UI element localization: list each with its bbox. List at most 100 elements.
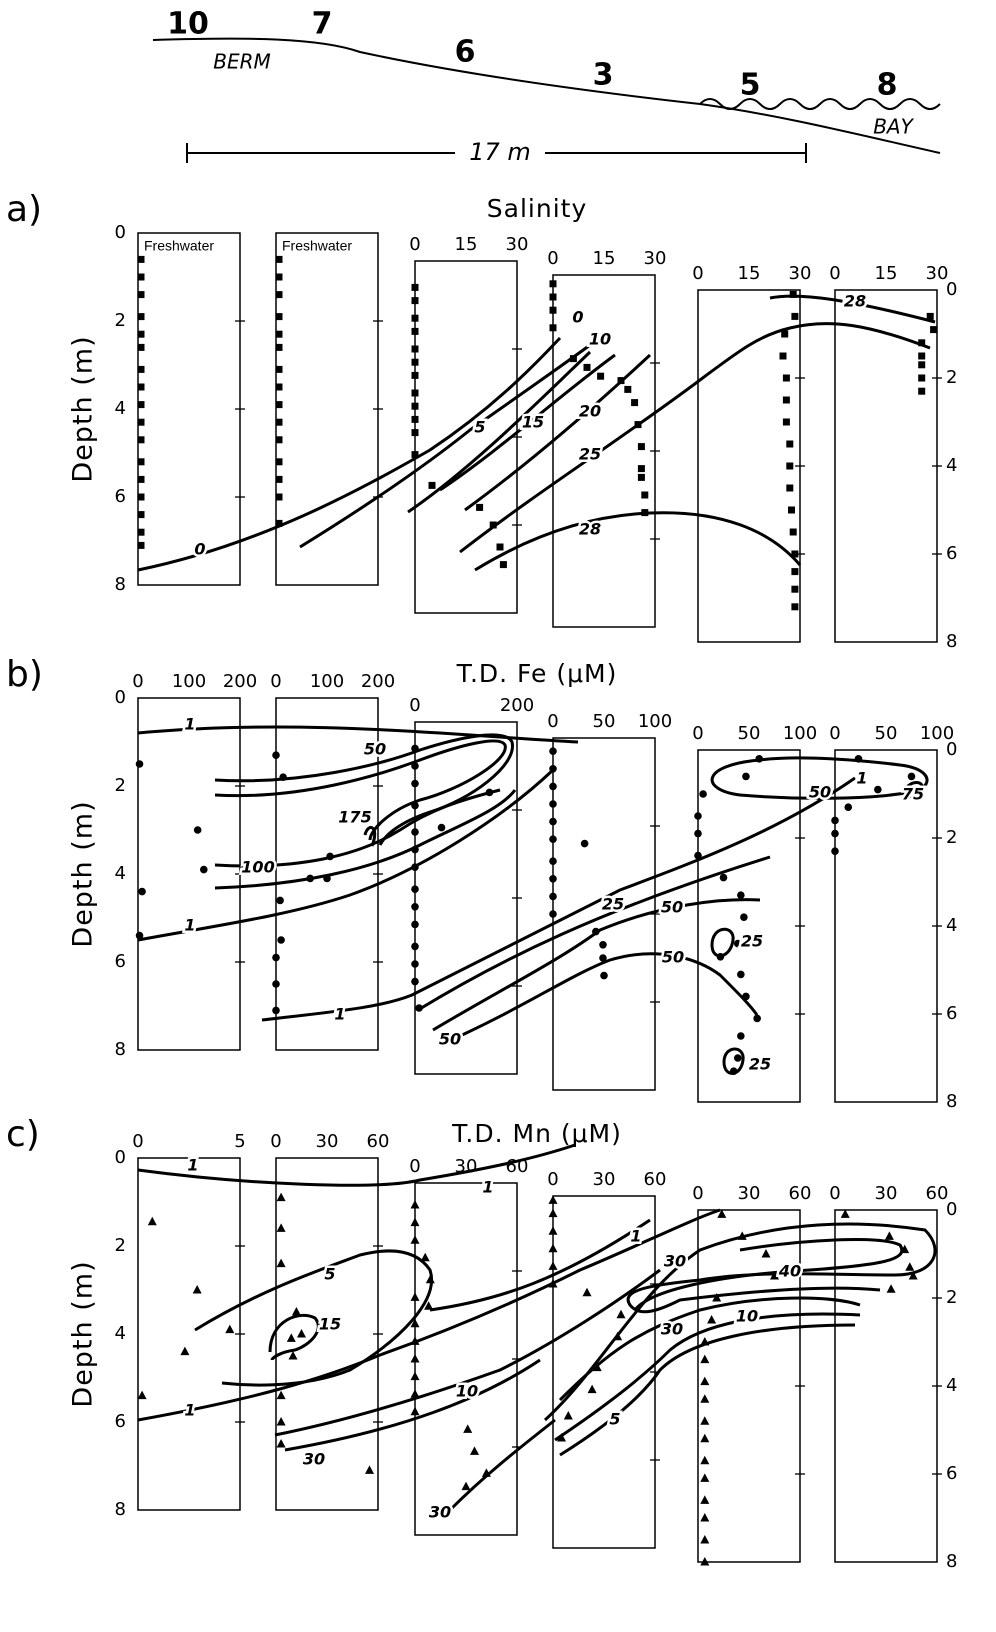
- x-tick-label: 15: [593, 248, 616, 269]
- profile-box: [697, 749, 801, 1103]
- profile-box: [697, 289, 801, 643]
- column-note: Freshwater: [282, 238, 352, 254]
- panel-label: a): [6, 189, 42, 230]
- data-point: [707, 1315, 717, 1324]
- data-point: [297, 1329, 306, 1338]
- profile-box: [137, 697, 241, 1051]
- panel: c) T.D. Mn (μM) Depth (m) 0 2 4 6 8 0 2 4 6 8 0 5 0 30 60…: [6, 1114, 957, 1572]
- y-tick-label: 0: [115, 687, 126, 708]
- data-point: [272, 980, 280, 988]
- y-tick-label: 6: [115, 486, 126, 507]
- panel-label: b): [6, 654, 43, 695]
- profile-box: [275, 232, 379, 586]
- y2-tick-label: 0: [946, 1199, 957, 1220]
- x-tick-label: 100: [638, 711, 672, 732]
- data-point: [410, 1371, 420, 1381]
- data-point: [411, 977, 419, 986]
- y2-tick-label: 2: [946, 827, 957, 848]
- data-point: [549, 800, 557, 808]
- data-point: [700, 1433, 710, 1443]
- y-tick-label: 0: [115, 222, 126, 243]
- x-tick-label: 50: [738, 723, 761, 744]
- beach-profile: [152, 37, 941, 154]
- data-point: [918, 361, 926, 369]
- contour-line: [439, 952, 759, 1047]
- contour-line: [214, 788, 501, 868]
- contour-label: 1: [630, 1227, 641, 1246]
- data-point: [199, 865, 208, 874]
- data-point: [137, 273, 145, 281]
- data-point: [180, 1346, 190, 1356]
- contour-label: 50: [364, 740, 386, 759]
- contour-label: 75: [902, 785, 924, 804]
- panel-title: T.D. Fe (μM): [456, 659, 618, 688]
- data-point: [740, 913, 748, 921]
- contour-label: 15: [522, 413, 544, 432]
- contour-label: 1: [482, 1178, 493, 1197]
- data-point: [410, 1389, 420, 1398]
- data-point: [637, 443, 645, 451]
- data-point: [411, 371, 419, 379]
- data-point: [908, 1271, 918, 1280]
- data-point: [549, 892, 557, 901]
- x-tick-label: 100: [783, 723, 817, 744]
- data-point: [193, 826, 202, 834]
- data-point: [549, 293, 557, 301]
- data-point: [276, 1223, 286, 1232]
- data-point: [733, 939, 742, 948]
- data-point: [599, 941, 607, 949]
- contour-line: [543, 1222, 937, 1422]
- contour-label: 30: [303, 1450, 325, 1469]
- data-point: [712, 1293, 722, 1302]
- y-tick-label: 4: [115, 398, 126, 419]
- x-tick-label: 30: [316, 1131, 339, 1152]
- y-tick-label: 2: [115, 1235, 126, 1256]
- data-point: [411, 885, 419, 893]
- contour-line: [559, 1323, 856, 1457]
- data-point: [782, 396, 790, 404]
- contour-label: 28: [844, 292, 866, 311]
- station-label: 10: [167, 7, 209, 42]
- data-point: [580, 839, 589, 848]
- data-point: [548, 1208, 558, 1218]
- data-point: [137, 313, 145, 321]
- y-axis-label: Depth (m): [68, 800, 99, 947]
- data-point: [137, 1390, 147, 1400]
- contour-line: [429, 1218, 651, 1312]
- contour-line: [633, 1238, 904, 1311]
- contour-label: 15: [319, 1315, 341, 1334]
- data-point: [918, 352, 926, 360]
- data-point: [753, 1014, 761, 1023]
- transect: 10 7 6 3 5 8 BERM BAY 17 m: [152, 7, 941, 166]
- data-point: [548, 1195, 558, 1204]
- data-point: [582, 1287, 592, 1297]
- data-point: [286, 1333, 296, 1342]
- contour-line: [464, 353, 652, 512]
- profile-box: [137, 232, 241, 586]
- y2-tick-label: 2: [946, 367, 957, 388]
- x-tick-label: 200: [500, 695, 534, 716]
- y-tick-label: 6: [115, 951, 126, 972]
- y2-tick-label: 6: [946, 1003, 957, 1024]
- x-tick-label: 60: [926, 1183, 949, 1204]
- y2-tick-label: 6: [946, 543, 957, 564]
- x-tick-label: 0: [547, 711, 558, 732]
- panel-label: c): [6, 1114, 40, 1155]
- data-point: [275, 313, 283, 321]
- contour-line: [710, 756, 929, 800]
- data-point: [411, 358, 419, 366]
- contour-label: 50: [661, 898, 683, 917]
- data-point: [886, 1284, 896, 1293]
- data-point: [276, 1439, 286, 1448]
- data-point: [700, 1354, 710, 1364]
- x-tick-label: 0: [132, 671, 143, 692]
- x-tick-label: 100: [920, 723, 954, 744]
- data-point: [624, 385, 632, 393]
- station-label: 6: [455, 35, 476, 70]
- y-tick-label: 8: [115, 1039, 126, 1060]
- x-tick-label: 100: [172, 671, 206, 692]
- data-point: [700, 1535, 710, 1544]
- contour-line: [710, 927, 735, 958]
- data-point: [411, 297, 419, 305]
